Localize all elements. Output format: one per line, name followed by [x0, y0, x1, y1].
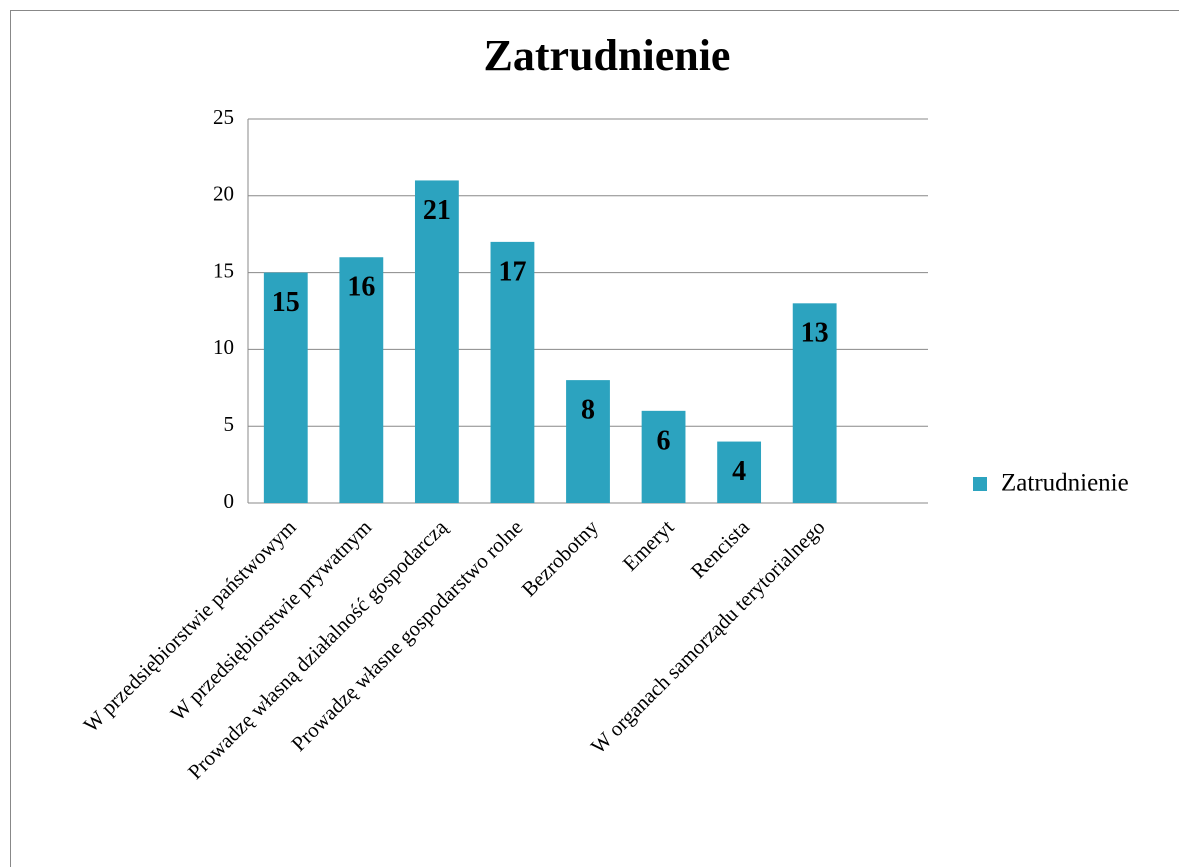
bar	[792, 303, 837, 503]
data-label: 16	[347, 272, 375, 303]
legend-swatch	[973, 477, 987, 491]
y-tick-label: 20	[213, 182, 234, 206]
bar	[566, 380, 610, 503]
y-tick-label: 5	[224, 412, 235, 436]
data-label: 21	[423, 195, 451, 226]
y-tick-label: 0	[224, 489, 235, 513]
data-label: 13	[801, 318, 829, 349]
data-label: 8	[581, 395, 595, 426]
y-tick-label: 15	[213, 258, 234, 282]
data-label: 4	[732, 456, 746, 487]
bar	[339, 257, 384, 503]
x-tick-label: Bezrobotny	[517, 515, 604, 602]
legend-label: Zatrudnienie	[1001, 470, 1129, 497]
bar	[414, 180, 459, 503]
data-label: 6	[657, 425, 671, 456]
chart-border	[10, 10, 1179, 867]
y-tick-label: 10	[213, 335, 234, 359]
chart-title: Zatrudnienie	[484, 31, 731, 80]
bar	[717, 441, 762, 503]
data-label: 17	[498, 256, 526, 287]
y-tick-label: 25	[213, 105, 234, 129]
bar	[490, 241, 535, 503]
data-label: 15	[272, 287, 300, 318]
x-tick-label: Rencista	[686, 514, 755, 583]
bar	[263, 272, 308, 503]
x-tick-label: Prowadzę własną działalność gospodarczą	[183, 514, 452, 783]
x-tick-label: Emeryt	[618, 515, 679, 576]
bar	[641, 410, 686, 503]
